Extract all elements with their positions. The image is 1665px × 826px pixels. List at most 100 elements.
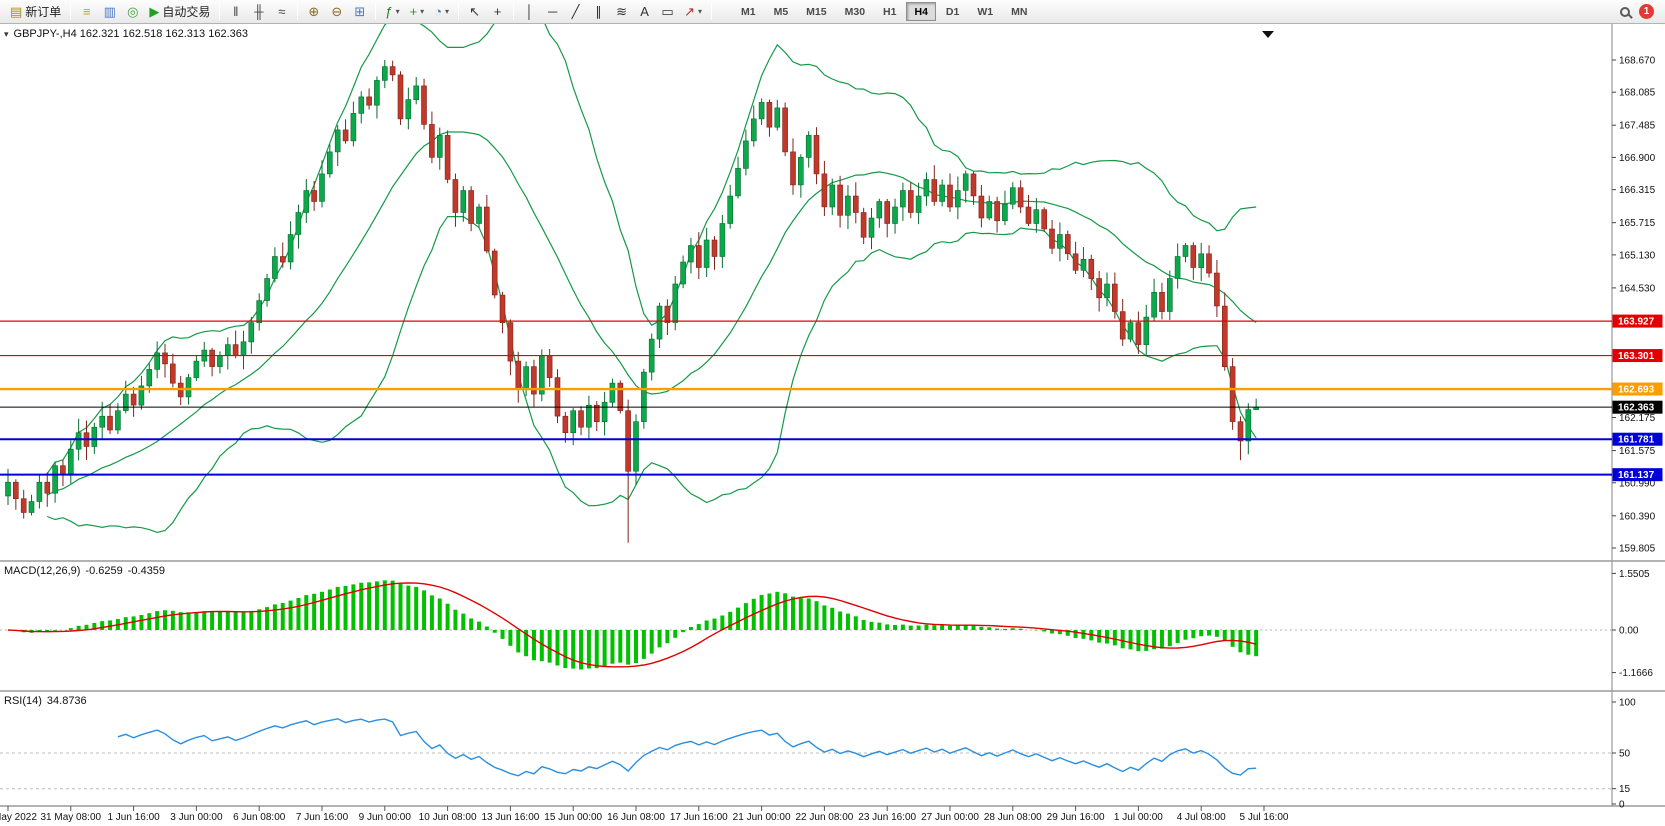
price-label-badge[interactable] — [1612, 400, 1663, 414]
timeframe-mn-button[interactable]: MN — [1011, 5, 1028, 18]
equidistant-channel-icon: ∥ — [595, 4, 602, 19]
new-chart-button[interactable]: + ▾ — [406, 2, 429, 22]
market-watch-button[interactable]: ≡ — [76, 2, 97, 22]
toolbar-separator — [70, 3, 72, 20]
data-window-icon: ▥ — [103, 4, 116, 19]
price-axis-tick: 160.390 — [1619, 511, 1656, 522]
macd-axis-tick: 1.5505 — [1619, 569, 1650, 580]
chart-header: ▾ GBPJPY-,H4 162.321 162.518 162.313 162… — [4, 28, 248, 40]
trendline-button[interactable]: ╱ — [565, 2, 586, 22]
time-axis-label: 22 Jun 08:00 — [795, 812, 853, 823]
price-label-badge[interactable] — [1612, 314, 1663, 328]
price-axis-tick: 161.575 — [1619, 446, 1656, 457]
price-badge-text: 163.301 — [1618, 351, 1655, 362]
timeframe-h4-button[interactable]: H4 — [906, 2, 936, 21]
price-label-badge[interactable] — [1612, 349, 1663, 363]
zoom-in-button[interactable]: ⊕ — [303, 2, 324, 22]
macd-signal-value: -0.4359 — [127, 565, 166, 577]
navigator-button[interactable]: ◎ — [122, 2, 143, 22]
time-axis-label: 15 Jun 00:00 — [544, 812, 602, 823]
one-click-trading-arrow[interactable]: ▾ — [4, 28, 9, 39]
text-button[interactable]: A — [634, 2, 655, 22]
macd-label: MACD(12,26,9) -0.6259 -0.4359 — [4, 565, 170, 577]
time-axis-label: 31 May 08:00 — [40, 812, 101, 823]
macd-main-value: -0.6259 — [85, 565, 123, 577]
time-axis-label: 29 Jun 16:00 — [1047, 812, 1105, 823]
rsi-axis-tick: 0 — [1619, 800, 1625, 811]
market-watch-icon: ≡ — [83, 4, 91, 19]
notification-badge[interactable]: 1 — [1639, 4, 1654, 19]
rsi-axis-tick: 15 — [1619, 784, 1631, 795]
macd-axis-tick: -1.1666 — [1619, 668, 1653, 679]
price-axis-tick: 168.670 — [1619, 56, 1656, 67]
toolbar-button-group: ▤ 新订单 ≡ ▥ ◎ ▶ 自动交易 ‖ ╫ ≈ ⊕ ⊖ ⊞ ƒ ▾ + ▾ ◔ ▾ ↖ + │ ─ ╱ ∥ ≋ A ▭ ↗ ▾ — [5, 0, 716, 23]
time-axis-label: 9 Jun 00:00 — [359, 812, 412, 823]
arrows-icon: ↗ — [684, 4, 695, 19]
trendline-icon: ╱ — [571, 4, 580, 19]
rsi-axis-tick: 100 — [1619, 698, 1636, 709]
zoom-in-icon: ⊕ — [308, 4, 320, 19]
new-chart-dropdown-icon: ▾ — [420, 6, 425, 16]
auto-trading-button[interactable]: ▶ 自动交易 — [145, 2, 214, 22]
price-badge-text: 163.927 — [1618, 317, 1655, 328]
auto-trading-icon: ▶ — [149, 4, 160, 19]
price-label-badge[interactable] — [1612, 468, 1663, 482]
equidistant-channel-button[interactable]: ∥ — [588, 2, 609, 22]
toolbar-separator — [219, 3, 221, 20]
data-window-button[interactable]: ▥ — [99, 2, 120, 22]
indicators-dropdown-icon: ▾ — [395, 6, 400, 16]
chart-shift-marker[interactable] — [1262, 31, 1274, 38]
macd-axis-tick: 0.00 — [1619, 626, 1639, 637]
candles-layer — [5, 60, 1259, 543]
line-chart-icon: ≈ — [278, 4, 286, 19]
toolbar-right: 1 — [1620, 4, 1660, 19]
time-axis-label: 5 Jul 16:00 — [1240, 812, 1289, 823]
cursor-icon: ↖ — [469, 4, 481, 19]
macd-signal-line — [7, 582, 1257, 668]
timeframe-m30-button[interactable]: M30 — [844, 5, 866, 18]
price-axis[interactable] — [1613, 24, 1665, 806]
timeframe-w1-button[interactable]: W1 — [977, 5, 994, 18]
vertical-line-icon: │ — [525, 4, 534, 19]
time-axis-label: 28 Jun 08:00 — [984, 812, 1042, 823]
tile-windows-button[interactable]: ⊞ — [349, 2, 370, 22]
bar-chart-button[interactable]: ‖ — [225, 2, 246, 22]
time-axis[interactable] — [0, 806, 1612, 826]
profiles-button[interactable]: ◔ ▾ — [430, 2, 453, 22]
new-order-button[interactable]: ▤ 新订单 — [6, 2, 65, 22]
timeframe-m5-button[interactable]: M5 — [773, 5, 789, 18]
indicators-button[interactable]: ƒ ▾ — [381, 2, 403, 22]
horizontal-line-button[interactable]: ─ — [542, 2, 563, 22]
zoom-out-button[interactable]: ⊖ — [326, 2, 347, 22]
timeframe-h1-button[interactable]: H1 — [883, 5, 897, 18]
arrows-dropdown-icon: ▾ — [697, 6, 702, 16]
price-axis-tick: 166.315 — [1619, 185, 1656, 196]
price-label-badge[interactable] — [1612, 382, 1663, 396]
new-chart-icon: + — [409, 4, 418, 19]
macd-name: MACD(12,26,9) — [4, 565, 81, 577]
line-chart-button[interactable]: ≈ — [271, 2, 292, 22]
text-label-button[interactable]: ▭ — [657, 2, 678, 22]
timeframe-m15-button[interactable]: M15 — [806, 5, 827, 18]
arrows-button[interactable]: ↗ ▾ — [680, 2, 706, 22]
cursor-button[interactable]: ↖ — [464, 2, 485, 22]
rsi-line — [117, 718, 1257, 777]
auto-trading-label: 自动交易 — [162, 4, 211, 19]
timeframe-d1-button[interactable]: D1 — [945, 5, 960, 18]
chart-plot-area[interactable] — [0, 24, 1612, 560]
price-axis-tick: 167.485 — [1619, 121, 1656, 132]
search-icon[interactable] — [1620, 6, 1630, 17]
price-axis-tick: 162.175 — [1619, 413, 1656, 424]
chart-area[interactable]: 168.670 168.085 167.485 166.900 166.315 165.7… — [0, 24, 1665, 826]
price-label-badge[interactable] — [1612, 432, 1663, 446]
fibonacci-button[interactable]: ≋ — [611, 2, 632, 22]
navigator-icon: ◎ — [127, 4, 139, 19]
time-axis-label: 21 Jun 00:00 — [733, 812, 791, 823]
timeframe-m1-button[interactable]: M1 — [740, 5, 756, 18]
candlestick-chart-button[interactable]: ╫ — [248, 2, 269, 22]
toolbar-separator — [710, 3, 712, 20]
candlestick-chart-icon: ╫ — [254, 4, 264, 19]
vertical-line-button[interactable]: │ — [519, 2, 540, 22]
crosshair-button[interactable]: + — [487, 2, 508, 22]
new-order-icon: ▤ — [10, 4, 23, 19]
